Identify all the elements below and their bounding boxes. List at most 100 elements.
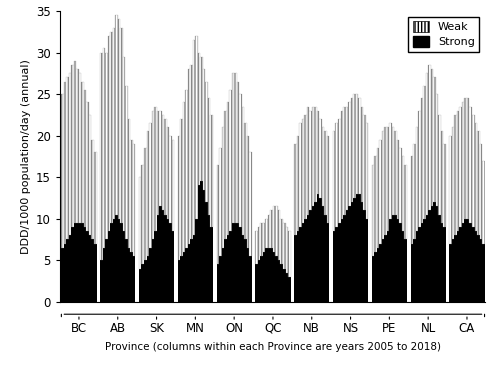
Bar	[196, 36, 198, 219]
Bar	[79, 223, 82, 302]
Bar	[74, 223, 76, 302]
Bar	[110, 32, 112, 223]
Bar	[346, 210, 348, 302]
Bar	[338, 119, 340, 223]
Bar	[454, 115, 457, 235]
Bar	[276, 206, 278, 256]
Bar	[66, 78, 69, 240]
Bar	[128, 119, 130, 248]
Bar	[306, 215, 309, 302]
Bar	[219, 256, 222, 302]
Text: BC: BC	[71, 322, 87, 335]
Bar	[144, 148, 146, 260]
Bar	[454, 235, 457, 302]
Text: Province (columns within each Province are years 2005 to 2018): Province (columns within each Province a…	[105, 343, 441, 353]
Bar	[263, 223, 266, 252]
Bar	[260, 256, 263, 302]
Bar	[457, 231, 460, 302]
Bar	[462, 102, 464, 223]
Bar	[229, 90, 232, 231]
Bar	[222, 127, 224, 248]
Bar	[226, 102, 229, 235]
Bar	[123, 231, 126, 302]
Bar	[198, 53, 200, 185]
Bar	[457, 111, 460, 231]
Bar	[180, 119, 183, 256]
Bar	[400, 223, 402, 302]
Bar	[450, 244, 452, 302]
Bar	[428, 65, 430, 210]
Bar	[472, 227, 474, 302]
Bar	[372, 256, 374, 302]
Bar	[384, 235, 387, 302]
Bar	[120, 223, 123, 302]
Bar	[188, 69, 190, 244]
Bar	[346, 107, 348, 210]
Bar	[154, 107, 156, 231]
Bar	[126, 240, 128, 302]
Bar	[428, 210, 430, 302]
Bar	[410, 156, 413, 244]
Bar	[413, 144, 416, 240]
Bar	[433, 202, 436, 302]
Bar	[423, 86, 426, 219]
Bar	[312, 206, 314, 302]
Bar	[258, 260, 260, 302]
Bar	[239, 227, 242, 302]
Bar	[302, 223, 304, 302]
Bar	[392, 215, 394, 302]
Bar	[314, 107, 317, 202]
Bar	[239, 94, 242, 227]
Bar	[110, 223, 112, 302]
Bar	[377, 248, 380, 302]
Bar	[474, 231, 477, 302]
Bar	[108, 36, 110, 231]
Bar	[299, 123, 302, 227]
Bar	[139, 269, 141, 302]
Bar	[374, 252, 377, 302]
Bar	[203, 69, 205, 190]
Bar	[276, 256, 278, 302]
Bar	[304, 115, 306, 219]
Bar	[152, 111, 154, 240]
Bar	[430, 69, 433, 206]
Bar	[210, 227, 213, 302]
Bar	[363, 115, 366, 210]
Bar	[283, 223, 286, 269]
Bar	[350, 98, 353, 202]
Text: CA: CA	[459, 322, 475, 335]
Bar	[470, 107, 472, 223]
Bar	[69, 235, 71, 302]
Bar	[115, 215, 117, 302]
Bar	[472, 115, 474, 227]
Bar	[416, 231, 418, 302]
Bar	[338, 223, 340, 302]
Bar	[193, 235, 196, 302]
Bar	[460, 107, 462, 227]
Bar	[89, 235, 92, 302]
Bar	[418, 227, 420, 302]
Bar	[288, 277, 290, 302]
Bar	[224, 240, 226, 302]
Bar	[464, 98, 467, 219]
Bar	[130, 140, 133, 252]
Bar	[286, 273, 288, 302]
Bar	[397, 140, 400, 219]
Bar	[156, 111, 159, 215]
Bar	[84, 227, 86, 302]
Bar	[178, 260, 180, 302]
Bar	[246, 136, 249, 248]
Bar	[296, 136, 299, 231]
Bar	[198, 185, 200, 302]
Bar	[480, 240, 482, 302]
Bar	[203, 190, 205, 302]
Bar	[387, 127, 390, 231]
Bar	[92, 140, 94, 240]
Bar	[343, 107, 345, 215]
Bar	[166, 219, 169, 302]
Bar	[133, 256, 136, 302]
Bar	[322, 127, 324, 206]
Y-axis label: DDD/1000 population/day (annual): DDD/1000 population/day (annual)	[20, 59, 30, 254]
Bar	[226, 235, 229, 302]
Bar	[249, 152, 252, 256]
